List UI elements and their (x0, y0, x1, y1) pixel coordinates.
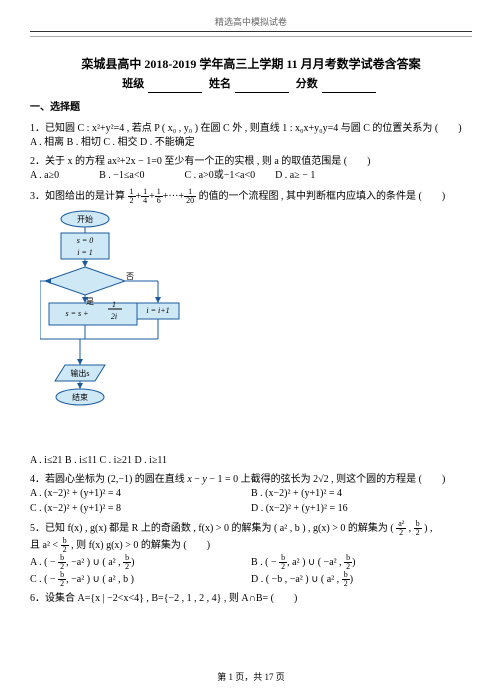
frac-1-6: 16 (155, 188, 163, 205)
q4-row2: C . (x−2)² + (y+1)² = 8 D . (x−2)² + (y+… (30, 502, 472, 517)
q5-row2: C . ( − b2, −a² ) ∪ ( a² , b ) D . ( −b … (30, 571, 472, 588)
q4-stem: 4．若圆心坐标为 (2,−1) 的圆在直线 x − y − 1 = 0 上截得的… (30, 473, 472, 488)
frac-1-20: 120 (184, 188, 196, 205)
svg-text:s = s +: s = s + (65, 309, 88, 318)
frac-b-2: b2 (414, 520, 422, 537)
q5-B: B . ( − b2, a² ) ∪ ( −a² , b2) (251, 554, 472, 571)
question-6: 6．设集合 A={x | −2<x<4} , B={−2 , 1 , 2 , 4… (30, 592, 472, 607)
q3-stem-a: 3．如图给出的是计算 (30, 191, 125, 202)
q4-D: D . (x−2)² + (y+1)² = 16 (251, 502, 472, 517)
question-1: 1．已知圆 C : x²+y²=4 , 若点 P ( x₀ , y₀ ) 在圆 … (30, 122, 472, 151)
exam-page: { "header": { "watermark": "精选高中模拟试卷" },… (0, 0, 502, 694)
question-5: 5．已知 f(x) , g(x) 都是 R 上的奇函数 , f(x) > 0 的… (30, 520, 472, 588)
label-score: 分数 (296, 78, 318, 90)
page-footer: 第 1 页，共 17 页 (0, 671, 502, 684)
flowchart: 开始 s = 0 i = 1 s = s + i = i+1 输出s 结束 1 … (40, 209, 472, 451)
question-2: 2．关于 x 的方程 ax²+2x − 1=0 至少有一个正的实根 , 则 a … (30, 155, 472, 184)
svg-text:否: 否 (126, 272, 134, 281)
question-4: 4．若圆心坐标为 (2,−1) 的圆在直线 x − y − 1 = 0 上截得的… (30, 473, 472, 517)
blank-score[interactable] (322, 80, 376, 93)
blank-name[interactable] (235, 80, 289, 93)
label-class: 班级 (122, 78, 144, 90)
q4-row1: A . (x−2)² + (y+1)² = 4 B . (x−2)² + (y+… (30, 487, 472, 502)
blank-class[interactable] (148, 80, 202, 93)
q2-opts: A . a≥0 B . −1≤a<0 C . a>0或−1<a<0 D . a≥… (30, 169, 472, 184)
q5-stem-b: ) , (424, 523, 432, 534)
q3-opts: A . i≤21 B . i≤11 C . i≥21 D . i≥11 (30, 454, 472, 469)
svg-text:i = i+1: i = i+1 (146, 306, 169, 315)
q5-A: A . ( − b2, −a² ) ∪ ( a² , b2) (30, 554, 251, 571)
q4-A: A . (x−2)² + (y+1)² = 4 (30, 487, 251, 502)
q1-opts: A . 相离 B . 相切 C . 相交 D . 不能确定 (30, 136, 472, 151)
label-name: 姓名 (209, 78, 231, 90)
section-heading: 一、选择题 (30, 101, 472, 116)
svg-text:输出s: 输出s (70, 368, 89, 378)
rule (30, 36, 472, 38)
q4-B: B . (x−2)² + (y+1)² = 4 (251, 487, 472, 502)
frac-1-2: 12 (128, 188, 136, 205)
svg-text:2i: 2i (111, 312, 117, 321)
q2-stem: 2．关于 x 的方程 ax²+2x − 1=0 至少有一个正的实根 , 则 a … (30, 155, 472, 170)
frac-a2-2: a²2 (396, 520, 406, 537)
svg-text:开始: 开始 (77, 214, 93, 224)
exam-title: 栾城县高中 2018-2019 学年高三上学期 11 月月考数学试卷含答案 (30, 56, 472, 73)
frac-1-4: 14 (141, 188, 149, 205)
question-3: 3．如图给出的是计算 12+14+16+···+120 的值的一个流程图 , 其… (30, 188, 472, 205)
q5-D: D . ( −b , −a² ) ∪ ( a² , b2) (251, 571, 472, 588)
q3-stem-b: 的值的一个流程图 , 其中判断框内应填入的条件是 ( ) (199, 191, 446, 202)
page-watermark: 精选高中模拟试卷 (30, 16, 472, 32)
q1-stem: 1．已知圆 C : x²+y²=4 , 若点 P ( x₀ , y₀ ) 在圆 … (30, 122, 472, 137)
svg-text:结束: 结束 (72, 392, 88, 402)
q4-C: C . (x−2)² + (y+1)² = 8 (30, 502, 251, 517)
q5-row1: A . ( − b2, −a² ) ∪ ( a² , b2) B . ( − b… (30, 554, 472, 571)
svg-text:i = 1: i = 1 (77, 248, 93, 257)
svg-text:s = 0: s = 0 (77, 236, 94, 245)
svg-text:1: 1 (112, 300, 116, 309)
q5-line2: 且 a² < b2 , 则 f(x) g(x) > 0 的解集为 ( ) (30, 537, 472, 554)
info-blanks: 班级 姓名 分数 (30, 77, 472, 93)
q5-stem-a: 5．已知 f(x) , g(x) 都是 R 上的奇函数 , f(x) > 0 的… (30, 523, 394, 534)
q5-C: C . ( − b2, −a² ) ∪ ( a² , b ) (30, 571, 251, 588)
